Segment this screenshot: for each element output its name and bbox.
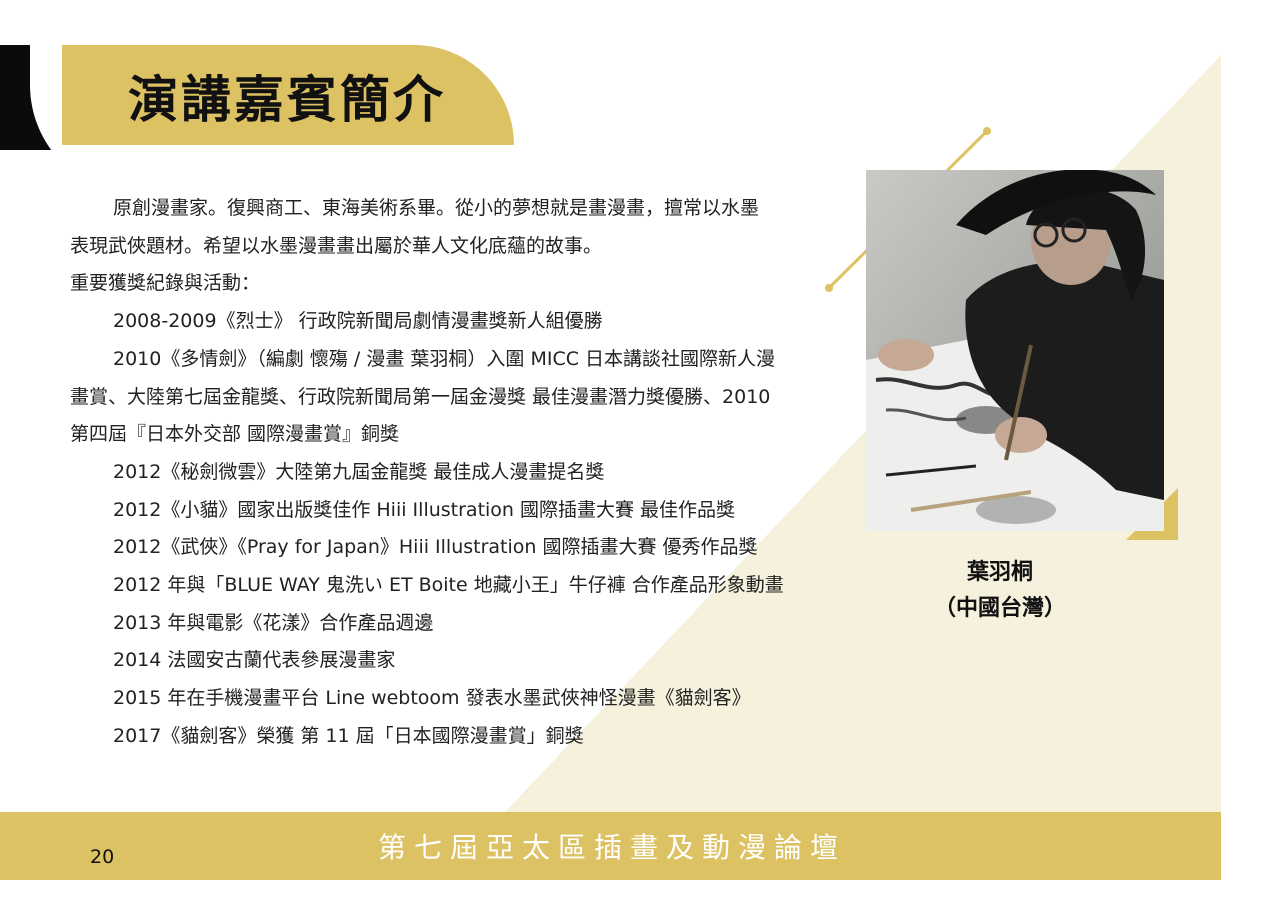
bio-intro-line1: 原創漫畫家。復興商工、東海美術系畢。從小的夢想就是畫漫畫，擅常以水墨 (113, 197, 760, 219)
page-title: 演講嘉賓簡介 (128, 71, 446, 129)
award-item: 2010《多情劍》（編劇 懷殤 / 漫畫 葉羽桐）入圍 MICC 日本講談社國際… (113, 347, 776, 370)
header-title-banner (62, 45, 514, 145)
speaker-name: 葉羽桐 (966, 560, 1033, 585)
footer-band (0, 812, 1221, 880)
award-item: 2012《小貓》國家出版獎佳作 Hiii Illustration 國際插畫大賽… (113, 498, 736, 521)
award-item: 2017《貓劍客》榮獲 第 11 屆「日本國際漫畫賞」銅獎 (113, 724, 584, 747)
speaker-bio: 原創漫畫家。復興商工、東海美術系畢。從小的夢想就是畫漫畫，擅常以水墨 表現武俠題… (70, 190, 840, 756)
speaker-photo (866, 170, 1164, 531)
award-item: 2012《秘劍微雲》大陸第九屆金龍獎 最佳成人漫畫提名獎 (113, 460, 605, 483)
footer-event-title: 第七屆亞太區插畫及動漫論壇 (378, 831, 847, 864)
award-item: 2015 年在手機漫畫平台 Line webtoom 發表水墨武俠神怪漫畫《貓劍… (113, 687, 751, 710)
awards-heading: 重要獲獎紀錄與活動： (70, 272, 261, 295)
page-number: 20 (90, 846, 115, 868)
award-item: 2014 法國安古蘭代表參展漫畫家 (113, 649, 396, 672)
speaker-name-block: 葉羽桐 （中國台灣） (900, 555, 1100, 627)
award-item: 2012《武俠》《Pray for Japan》Hiii Illustratio… (113, 536, 758, 559)
speaker-region: （中國台灣） (933, 596, 1066, 621)
award-item: 2012 年與「BLUE WAY 鬼洗い ET Boite 地藏小王」牛仔褲 合… (113, 574, 784, 597)
award-item: 2008-2009《烈士》 行政院新聞局劇情漫畫獎新人組優勝 (113, 310, 603, 333)
award-item-continued: 畫賞、大陸第七屆金龍獎、行政院新聞局第一屆金漫獎 最佳漫畫潛力獎優勝、2010 (70, 385, 771, 408)
bio-intro-line2: 表現武俠題材。希望以水墨漫畫畫出屬於華人文化底蘊的故事。 (70, 234, 603, 257)
award-item-continued: 第四屆『日本外交部 國際漫畫賞』銅獎 (70, 423, 400, 446)
award-item: 2013 年與電影《花漾》合作產品週邊 (113, 611, 434, 634)
